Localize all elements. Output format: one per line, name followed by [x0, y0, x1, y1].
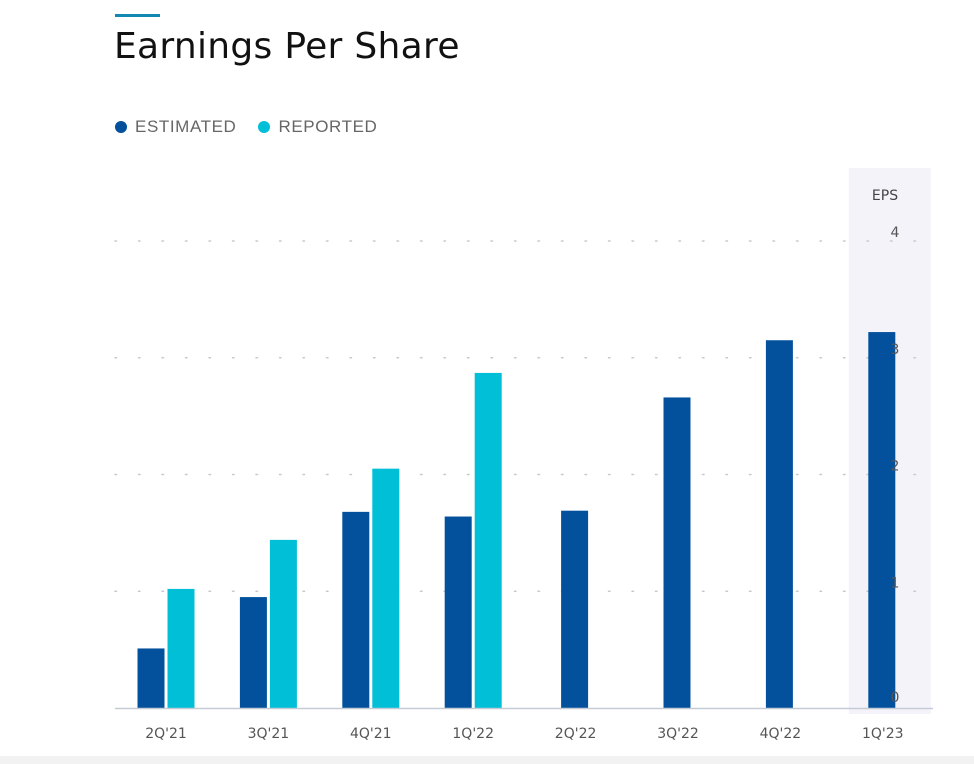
y-tick-label: 4 [891, 225, 900, 241]
bar-reported [474, 372, 502, 708]
legend-label-estimated: ESTIMATED [135, 117, 237, 136]
x-tick-label: 1Q'22 [452, 726, 494, 742]
bar-estimated [765, 340, 793, 708]
x-tick-label: 3Q'22 [657, 726, 699, 742]
legend-dot-estimated-icon [115, 121, 127, 133]
bar-estimated [239, 597, 267, 708]
x-tick-label: 2Q'22 [555, 726, 597, 742]
y-axis-ticks: 0 1 2 3 4 [891, 225, 900, 706]
grid-lines [114, 240, 938, 592]
title-accent-line [115, 14, 160, 17]
x-tick-label: 1Q'23 [862, 726, 904, 742]
x-tick-label: 2Q'21 [145, 726, 187, 742]
bar-estimated [137, 648, 165, 708]
x-tick-label: 4Q'22 [760, 726, 802, 742]
bar-reported [167, 588, 195, 708]
y-tick-label: 1 [891, 575, 900, 591]
bar-estimated [561, 510, 589, 708]
y-tick-label: 3 [891, 342, 900, 358]
x-axis-ticks: 2Q'21 3Q'21 4Q'21 1Q'22 2Q'22 3Q'22 4Q'22 1Q'23 [145, 726, 903, 742]
bar-reported [372, 468, 400, 708]
bar-estimated [663, 397, 691, 708]
bar-estimated [444, 516, 472, 708]
legend-item-estimated[interactable]: ESTIMATED [115, 117, 236, 137]
bar-reported [269, 539, 297, 708]
legend-item-reported[interactable]: REPORTED [258, 117, 377, 137]
y-tick-label: 0 [891, 690, 900, 706]
bar-estimated [342, 511, 370, 708]
page-title: Earnings Per Share [114, 26, 460, 67]
x-tick-label: 3Q'21 [248, 726, 290, 742]
bars [137, 332, 896, 708]
y-axis-title: EPS [872, 188, 898, 204]
legend-label-reported: REPORTED [278, 117, 378, 136]
x-tick-label: 4Q'21 [350, 726, 392, 742]
legend-dot-reported-icon [258, 121, 271, 133]
y-tick-label: 2 [891, 459, 900, 475]
chart-legend: ESTIMATED REPORTED [115, 117, 399, 137]
bar-estimated [868, 332, 896, 708]
bottom-strip [0, 756, 974, 764]
